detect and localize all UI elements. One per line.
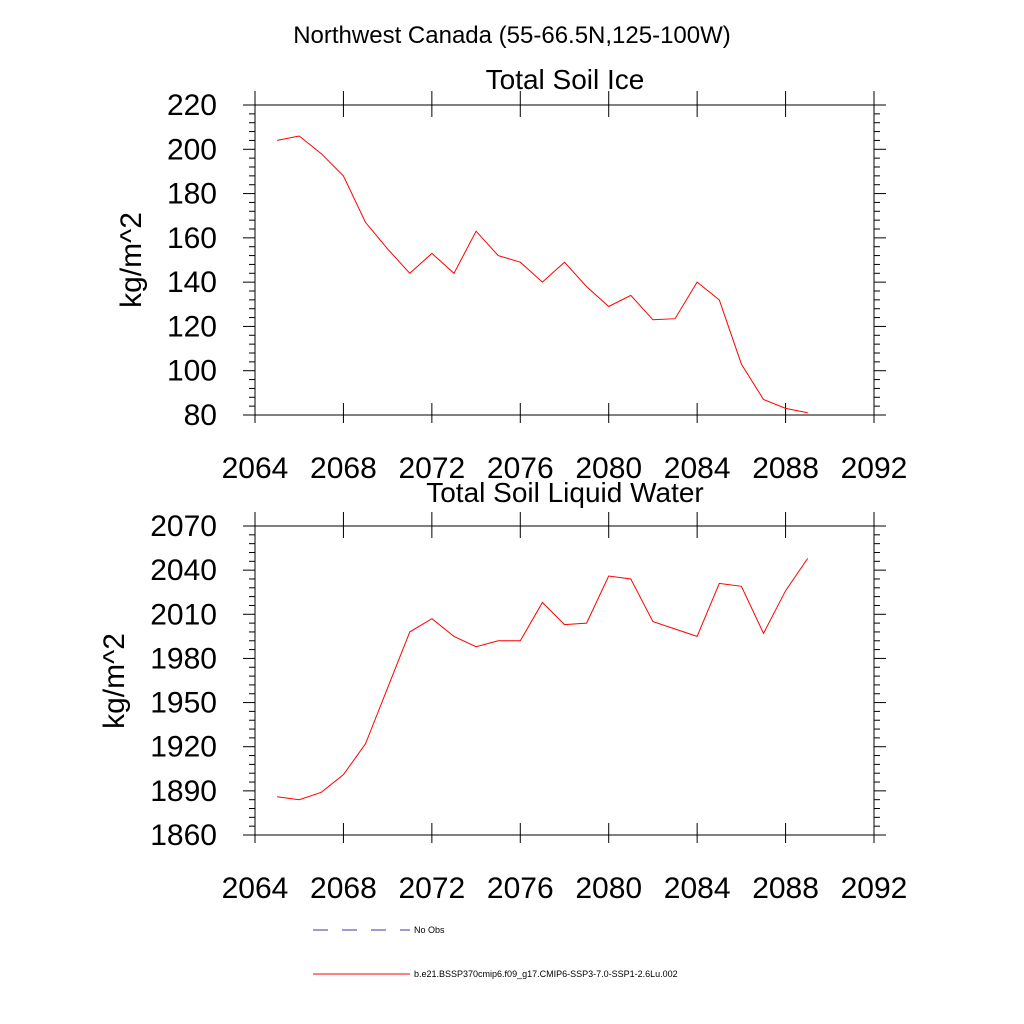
- plot-area: 2064 2068 2072 2076 2080 2084 2088 2092 80 100 120…: [167, 89, 907, 485]
- legend-label-no-obs: No Obs: [414, 925, 445, 935]
- y-tick-label: 1920: [150, 731, 217, 764]
- y-tick-label: 200: [167, 133, 217, 166]
- legend: No Obs b.e21.BSSP370cmip6.f09_g17.CMIP6-…: [313, 925, 678, 979]
- x-tick-label: 2092: [841, 452, 908, 485]
- y-tick-label: 100: [167, 355, 217, 388]
- x-tick-label: 2084: [664, 872, 731, 905]
- x-tick-label: 2080: [575, 452, 642, 485]
- y-tick-label: 2070: [150, 510, 217, 543]
- x-tick-label: 2088: [752, 452, 819, 485]
- y-tick-label: 120: [167, 310, 217, 343]
- panel-total-soil-ice: Total Soil Ice kg/m^2 2064 2068 2072 2076 20…: [115, 64, 907, 485]
- y-tick-label: 220: [167, 89, 217, 122]
- x-tick-label: 2068: [310, 452, 377, 485]
- y-tick-label: 1860: [150, 819, 217, 852]
- x-tick-label: 2068: [310, 872, 377, 905]
- x-tick-label: 2076: [487, 452, 554, 485]
- plot-frame: [254, 525, 875, 836]
- plot-frame: [254, 104, 875, 416]
- y-tick-label: 160: [167, 222, 217, 255]
- series-line: [277, 558, 809, 801]
- y-axis-label: kg/m^2: [115, 212, 148, 308]
- x-tick-label: 2072: [398, 872, 465, 905]
- y-tick-label: 1890: [150, 775, 217, 808]
- x-tick-label: 2092: [841, 872, 908, 905]
- x-tick-label: 2080: [575, 872, 642, 905]
- x-tick-label: 2064: [222, 872, 289, 905]
- y-tick-label: 180: [167, 178, 217, 211]
- panel-total-soil-liquid-water: Total Soil Liquid Water kg/m^2 2064 2068 2…: [98, 477, 907, 905]
- x-tick-label: 2072: [398, 452, 465, 485]
- series-line: [277, 135, 808, 414]
- y-tick-label: 140: [167, 266, 217, 299]
- y-tick-label: 2010: [150, 598, 217, 631]
- y-tick-label: 2040: [150, 554, 217, 587]
- legend-label-model: b.e21.BSSP370cmip6.f09_g17.CMIP6-SSP3-7.…: [414, 969, 678, 979]
- chart-title: Total Soil Liquid Water: [426, 477, 704, 508]
- plot-area: 2064 2068 2072 2076 2080 2084 2088 2092 1860 1890…: [150, 510, 907, 905]
- x-tick-label: 2076: [487, 872, 554, 905]
- y-axis-label: kg/m^2: [98, 633, 131, 729]
- x-tick-label: 2064: [222, 452, 289, 485]
- y-tick-label: 1950: [150, 687, 217, 720]
- chart-title: Total Soil Ice: [486, 64, 645, 95]
- x-tick-label: 2088: [752, 872, 819, 905]
- page-title: Northwest Canada (55-66.5N,125-100W): [293, 22, 731, 49]
- x-tick-label: 2084: [664, 452, 731, 485]
- y-tick-label: 1980: [150, 642, 217, 675]
- y-tick-label: 80: [184, 399, 217, 432]
